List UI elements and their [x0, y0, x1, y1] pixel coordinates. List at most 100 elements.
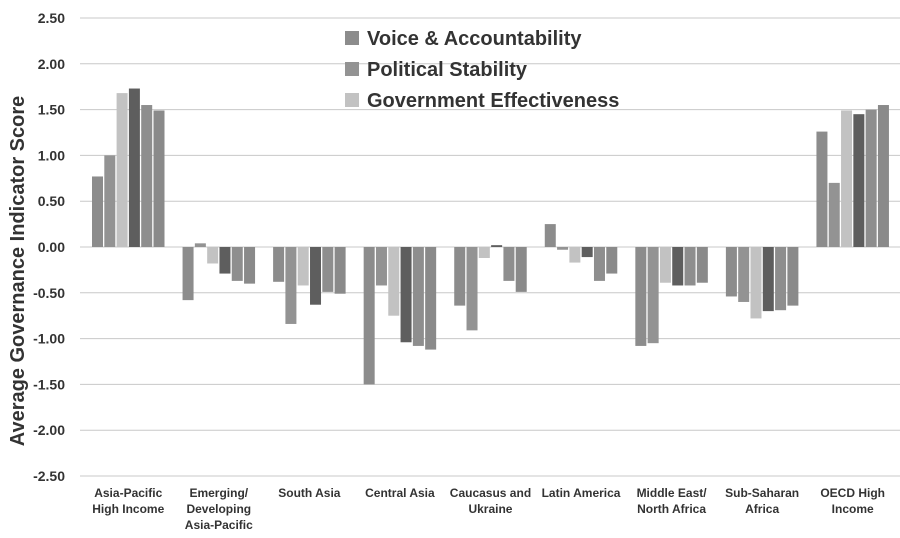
legend-swatch [345, 93, 359, 107]
bar [388, 247, 399, 316]
bar [183, 247, 194, 300]
x-category-label: Emerging/Developing Asia-Pacific [185, 486, 253, 532]
y-tick-label: 0.50 [38, 193, 65, 209]
x-category-label: Middle East/North Africa [637, 486, 708, 516]
bar [207, 247, 218, 263]
x-axis-categories: Asia-Pacific High Income Emerging/Developi… [92, 486, 885, 532]
bar [491, 245, 502, 247]
x-category-label: OECD High Income [820, 486, 885, 516]
y-tick-label: 2.50 [38, 10, 65, 26]
bar [660, 247, 671, 283]
bar [635, 247, 646, 346]
bar [672, 247, 683, 285]
x-category-line: Africa [745, 502, 779, 516]
bar [285, 247, 296, 324]
bar [244, 247, 255, 284]
bar [401, 247, 412, 342]
x-category-line: Sub-Saharan [725, 486, 799, 500]
bar [829, 183, 840, 247]
bar [775, 247, 786, 310]
x-category-line: Asia-Pacific [94, 486, 162, 500]
bar [816, 132, 827, 247]
bar [322, 247, 333, 292]
x-category-label: South Asia [278, 486, 341, 500]
legend: Voice & Accountability Political Stabilit… [345, 28, 619, 112]
bar [750, 247, 761, 318]
bar [866, 110, 877, 247]
y-tick-label: -2.00 [33, 422, 65, 438]
x-category-line: Asia-Pacific [185, 518, 253, 532]
bar [219, 247, 230, 274]
x-category-line: Developing [186, 502, 251, 516]
y-tick-label: 0.00 [38, 239, 65, 255]
legend-label: Government Effectiveness [367, 90, 619, 112]
bar [738, 247, 749, 302]
bar [697, 247, 708, 283]
y-tick-label: 1.50 [38, 102, 65, 118]
x-category-line: South Asia [278, 486, 341, 500]
bar [413, 247, 424, 346]
bar [479, 247, 490, 258]
bar [335, 247, 346, 294]
bar [841, 111, 852, 247]
bar [853, 114, 864, 247]
legend-swatch [345, 62, 359, 76]
x-category-line: Emerging/ [189, 486, 248, 500]
y-axis-ticks: 2.50 2.00 1.50 1.00 0.50 0.00 -0.50 -1.00 -1.50 -… [33, 10, 65, 484]
bar [685, 247, 696, 285]
bar [878, 105, 889, 247]
y-tick-label: 1.00 [38, 147, 65, 163]
x-category-line: Middle East/ [637, 486, 708, 500]
bar [516, 247, 527, 292]
bar [594, 247, 605, 281]
x-category-label: Sub-Saharan Africa [725, 486, 799, 516]
bar [467, 247, 478, 330]
bar [117, 93, 128, 247]
bar [787, 247, 798, 306]
legend-label: Political Stability [367, 59, 528, 81]
bar [364, 247, 375, 384]
bars [92, 89, 889, 385]
bar [232, 247, 243, 281]
y-tick-label: -1.50 [33, 376, 65, 392]
x-category-line: Central Asia [365, 486, 435, 500]
x-category-line: High Income [92, 502, 164, 516]
bar [298, 247, 309, 285]
x-category-label: Caucasus and Ukraine [450, 486, 531, 516]
legend-swatch [345, 31, 359, 45]
x-category-line: Income [832, 502, 874, 516]
bar [129, 89, 140, 247]
y-tick-label: -0.50 [33, 285, 65, 301]
x-category-line: Latin America [542, 486, 621, 500]
x-category-label: Central Asia [365, 486, 435, 500]
bar [104, 155, 115, 247]
bar [310, 247, 321, 305]
bar [545, 224, 556, 247]
bar [503, 247, 514, 281]
bar [425, 247, 436, 350]
x-category-line: North Africa [637, 502, 706, 516]
y-tick-label: -2.50 [33, 468, 65, 484]
bar [273, 247, 284, 282]
bar [141, 105, 152, 247]
bar [557, 247, 568, 250]
x-category-label: Latin America [542, 486, 621, 500]
bar [582, 247, 593, 257]
legend-label: Voice & Accountability [367, 28, 582, 50]
bar [154, 111, 165, 247]
x-category-line: Caucasus and [450, 486, 531, 500]
bar [376, 247, 387, 285]
y-axis-label: Average Governance Indicator Score [7, 96, 29, 447]
x-category-line: Ukraine [468, 502, 512, 516]
bar [454, 247, 465, 306]
bar [195, 243, 206, 247]
bar [763, 247, 774, 311]
bar [92, 176, 103, 247]
y-tick-label: 2.00 [38, 56, 65, 72]
bar [648, 247, 659, 343]
x-category-label: Asia-Pacific High Income [92, 486, 164, 516]
bar [606, 247, 617, 274]
x-category-line: OECD High [820, 486, 885, 500]
bar [569, 247, 580, 263]
